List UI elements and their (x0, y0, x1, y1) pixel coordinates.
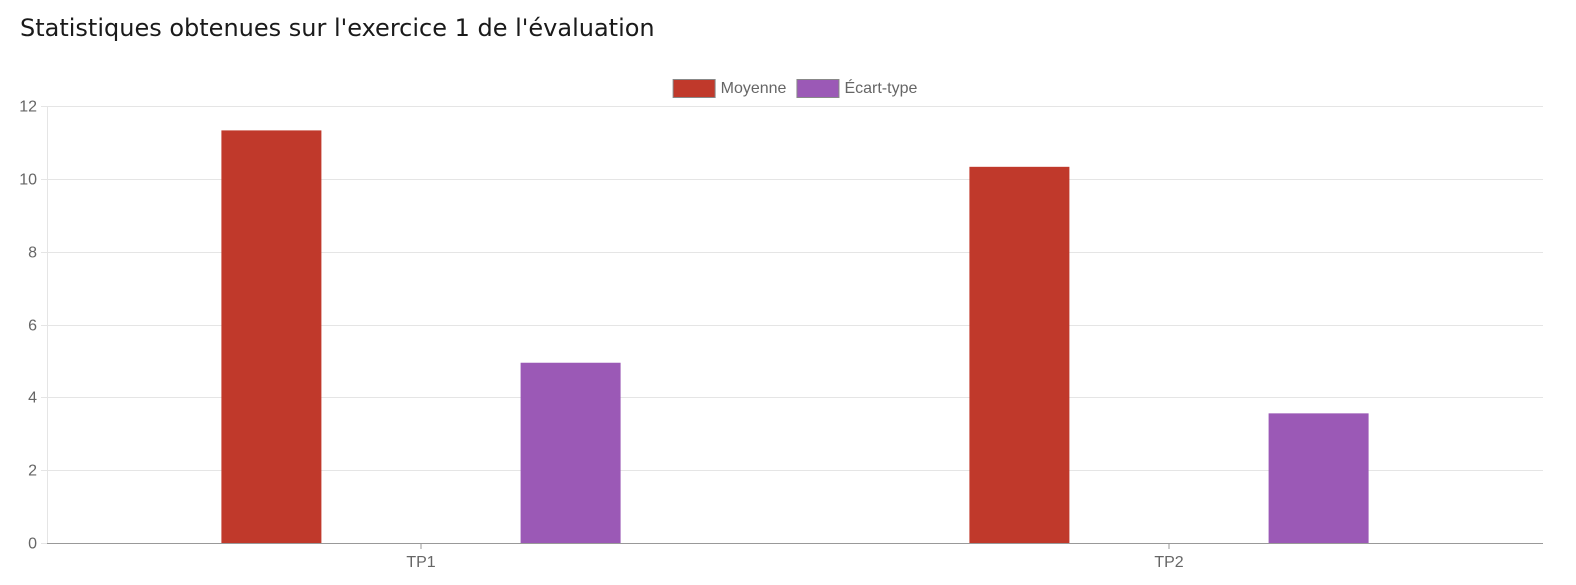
legend-label: Écart-type (844, 78, 917, 97)
y-tick-label: 0 (28, 536, 37, 553)
legend-item-2[interactable]: Écart-type (796, 78, 918, 98)
y-tick-label: 6 (28, 318, 37, 335)
legend-swatch (796, 79, 840, 98)
x-axis-ticks: TP1 TP2 (406, 554, 1183, 571)
x-tick-label: TP2 (1154, 554, 1183, 571)
bar--cart-type-tp1[interactable] (520, 362, 621, 543)
y-tick-label: 8 (28, 245, 37, 262)
bar--cart-type-tp2[interactable] (1268, 413, 1369, 543)
y-tick-label: 2 (28, 463, 37, 480)
legend-item-1[interactable]: Moyenne (672, 79, 787, 98)
chart-bars (221, 130, 1369, 543)
chart-axes (41, 106, 1543, 549)
x-tick-label: TP1 (406, 554, 435, 571)
chart-legend[interactable]: Moyenne Écart-type (672, 78, 918, 98)
legend-swatch (672, 79, 716, 98)
bar-moyenne-tp2[interactable] (969, 166, 1070, 543)
y-axis-ticks: 0 2 4 6 8 10 12 (19, 99, 37, 553)
legend-label: Moyenne (721, 80, 787, 97)
page-title: Statistiques obtenues sur l'exercice 1 d… (20, 14, 655, 42)
y-tick-label: 12 (19, 99, 37, 116)
y-tick-label: 4 (28, 390, 37, 407)
bar-moyenne-tp1[interactable] (221, 130, 322, 543)
y-tick-label: 10 (19, 172, 37, 189)
